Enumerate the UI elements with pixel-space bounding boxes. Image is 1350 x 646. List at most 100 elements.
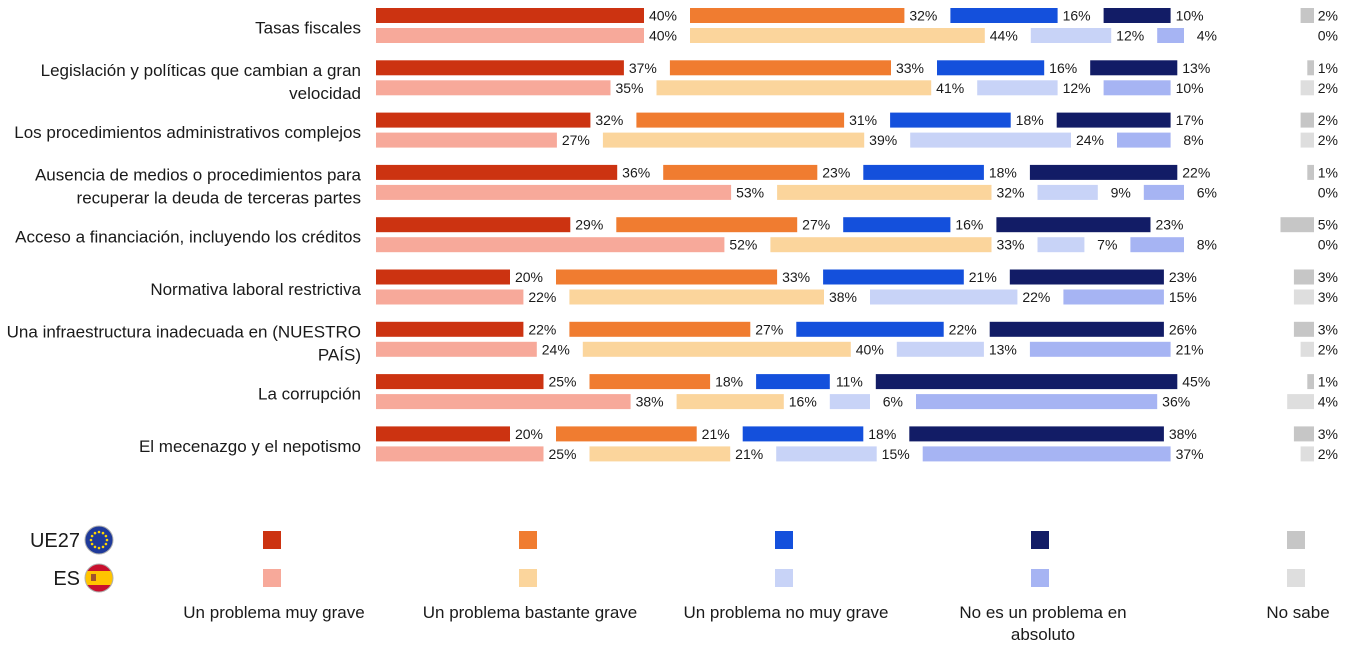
bar-segment-not-at-all (916, 394, 1158, 410)
category-label: Ausencia de medios o procedimientos para (35, 165, 362, 184)
bar-segment-not-very-serious (823, 269, 964, 285)
value-label: 13% (1182, 60, 1210, 76)
bar-segment-very-serious (376, 394, 631, 410)
value-label: 9% (1111, 184, 1131, 200)
bar-segment-very-serious (376, 426, 510, 442)
bar-segment-not-very-serious (870, 289, 1018, 305)
bar-segment-very-serious (376, 112, 591, 128)
value-label: 53% (736, 184, 764, 200)
bar-segment-very-serious (376, 446, 544, 462)
category-row: Tasas fiscales 40% 32% 16% 10% 2% 40% 44% 12% 4% 0… (255, 8, 1338, 44)
value-label: 4% (1197, 28, 1217, 44)
bar-segment-very-serious (376, 321, 524, 337)
value-label: 37% (1176, 446, 1204, 462)
value-label: 23% (1155, 217, 1183, 233)
value-label: 27% (562, 132, 590, 148)
category-label: Acceso a financiación, incluyendo los cr… (15, 228, 361, 247)
bar-segment-not-very-serious (1030, 28, 1112, 43)
bar-segment-not-at-all (1029, 341, 1171, 357)
legend-label: Un problema muy grave (183, 603, 364, 622)
bar-segment-not-at-all (1157, 28, 1184, 43)
value-label: 38% (829, 289, 857, 305)
legend: UE27 ES Un problema muy grave Un problema b… (30, 525, 1330, 644)
legend-swatch-dont-know (1287, 569, 1305, 587)
value-label: 8% (1197, 237, 1217, 253)
legend-swatch-not-at-all (1031, 569, 1049, 587)
category-label: Una infraestructura inadecuada en (NUEST… (7, 322, 361, 341)
value-label: 27% (802, 217, 830, 233)
value-label: 27% (755, 321, 783, 337)
bar-area: Tasas fiscales 40% 32% 16% 10% 2% 40% 44% 12% 4% 0… (7, 8, 1338, 462)
bar-segment-very-serious (376, 374, 544, 390)
value-label: 22% (528, 289, 556, 305)
legend-series-es: ES (53, 563, 1305, 593)
legend-series-ue27: UE27 (30, 525, 1305, 555)
bar-segment-fairly-serious (582, 341, 851, 357)
category-row: El mecenazgo y el nepotismo 20% 21% 18% 38% 3… (139, 426, 1338, 462)
bar-segment-not-very-serious (1037, 184, 1098, 200)
legend-swatch-very-serious (263, 569, 281, 587)
value-label: 22% (528, 321, 556, 337)
legend-label: absoluto (1011, 625, 1075, 644)
value-label: 17% (1176, 112, 1204, 128)
legend-series-label: UE27 (30, 530, 80, 552)
value-label: 0% (1318, 28, 1338, 44)
category-label: PAÍS) (318, 345, 361, 364)
value-label: 40% (649, 28, 677, 44)
value-label: 38% (636, 394, 664, 410)
legend-label: Un problema bastante grave (423, 603, 638, 622)
value-label: 26% (1169, 321, 1197, 337)
value-label: 22% (949, 321, 977, 337)
value-label: 6% (883, 394, 903, 410)
legend-label: Un problema no muy grave (683, 603, 888, 622)
bar-segment-dont-know (1293, 321, 1314, 337)
category-row: Ausencia de medios o procedimientos para… (35, 164, 1338, 207)
bar-segment-very-serious (376, 132, 557, 148)
value-label: 22% (1022, 289, 1050, 305)
bar-segment-not-at-all (1117, 132, 1171, 148)
bar-segment-not-at-all (996, 217, 1151, 233)
value-label: 1% (1318, 374, 1338, 390)
bar-segment-fairly-serious (556, 269, 778, 285)
value-label: 20% (515, 269, 543, 285)
bar-segment-not-very-serious (910, 132, 1071, 148)
value-label: 21% (735, 446, 763, 462)
bar-segment-not-at-all (1090, 60, 1178, 76)
value-label: 18% (989, 164, 1017, 180)
value-label: 2% (1318, 132, 1338, 148)
value-label: 29% (575, 217, 603, 233)
category-label: Tasas fiscales (255, 19, 361, 38)
bar-segment-dont-know (1300, 112, 1314, 128)
bar-segment-fairly-serious (656, 80, 932, 96)
bar-segment-not-at-all (1130, 237, 1184, 253)
bar-segment-dont-know (1300, 8, 1314, 23)
value-label: 31% (849, 112, 877, 128)
bar-segment-dont-know (1287, 394, 1314, 410)
value-label: 24% (1076, 132, 1104, 148)
value-label: 37% (629, 60, 657, 76)
bar-segment-not-very-serious (977, 80, 1058, 96)
bar-segment-very-serious (376, 217, 571, 233)
eu-flag-icon (84, 525, 114, 555)
value-label: 38% (1169, 426, 1197, 442)
bar-segment-not-very-serious (937, 60, 1045, 76)
value-label: 3% (1318, 426, 1338, 442)
category-label: recuperar la deuda de terceras partes (77, 188, 361, 207)
value-label: 12% (1063, 80, 1091, 96)
legend-swatch-fairly-serious (519, 569, 537, 587)
value-label: 3% (1318, 289, 1338, 305)
bar-segment-fairly-serious (616, 217, 798, 233)
bar-segment-fairly-serious (777, 184, 992, 200)
category-row: Acceso a financiación, incluyendo los cr… (15, 217, 1338, 253)
legend-swatch-not-at-all (1031, 531, 1049, 549)
bar-segment-not-at-all (922, 446, 1171, 462)
value-label: 10% (1176, 80, 1204, 96)
value-label: 15% (882, 446, 910, 462)
value-label: 32% (996, 184, 1024, 200)
bar-segment-fairly-serious (676, 394, 784, 410)
value-label: 2% (1318, 341, 1338, 357)
value-label: 23% (1169, 269, 1197, 285)
bar-segment-not-at-all (1009, 269, 1164, 285)
category-row: Normativa laboral restrictiva 20% 33% 21% 23… (150, 269, 1338, 305)
category-label: Los procedimientos administrativos compl… (14, 123, 361, 142)
